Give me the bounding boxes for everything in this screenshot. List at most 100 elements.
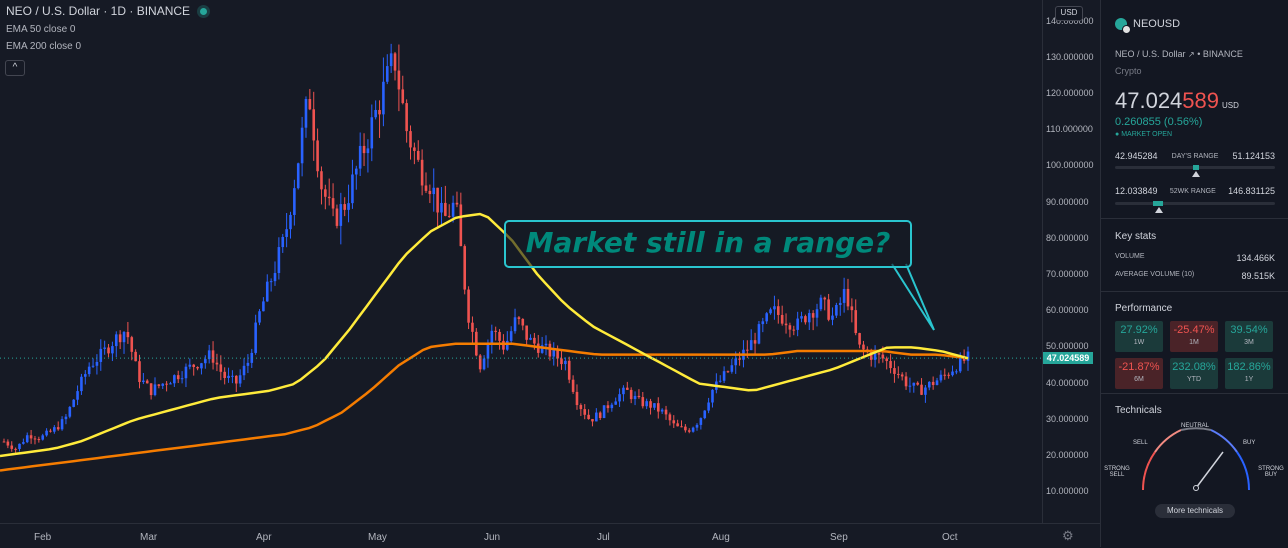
performance-cell-3m[interactable]: 39.54% 3M bbox=[1225, 321, 1273, 352]
performance-cell-1w[interactable]: 27.92% 1W bbox=[1115, 321, 1163, 352]
chart-legend: NEO / U.S. Dollar · 1D · BINANCE EMA 50 … bbox=[6, 4, 208, 52]
candle-body bbox=[955, 371, 958, 373]
candle-body bbox=[428, 190, 432, 195]
price-chart[interactable] bbox=[0, 0, 1042, 523]
candle-body bbox=[525, 325, 528, 340]
candle-body bbox=[463, 246, 467, 290]
candle-body bbox=[18, 443, 21, 449]
price-scale[interactable]: 140.000000130.000000120.000000110.000000… bbox=[1042, 0, 1101, 523]
collapse-legend-button[interactable]: ^ bbox=[5, 60, 25, 76]
candle-body bbox=[498, 331, 501, 341]
candle-body bbox=[343, 204, 346, 210]
candle-body bbox=[103, 347, 106, 349]
candle-body bbox=[897, 373, 900, 375]
candle-body bbox=[118, 334, 122, 343]
performance-cell-1m[interactable]: -25.47% 1M bbox=[1170, 321, 1218, 352]
candle-body bbox=[792, 329, 796, 331]
external-link-icon[interactable]: ↗ bbox=[1188, 50, 1195, 59]
performance-cell-6m[interactable]: -21.87% 6M bbox=[1115, 358, 1163, 389]
candle-body bbox=[265, 281, 269, 302]
last-price-label: 47.024589 bbox=[1043, 352, 1093, 364]
candle-body bbox=[765, 313, 768, 322]
time-tick: Jun bbox=[484, 532, 501, 543]
ema50-line bbox=[0, 212, 969, 458]
candle-body bbox=[757, 324, 761, 344]
annotation-callout[interactable]: Market still in a range? bbox=[504, 220, 912, 268]
candle-body bbox=[691, 427, 695, 432]
candle-body bbox=[262, 301, 265, 312]
candle-body bbox=[850, 306, 854, 311]
candle-body bbox=[687, 430, 691, 432]
performance-cell-ytd[interactable]: 232.08% YTD bbox=[1170, 358, 1218, 389]
candle-body bbox=[893, 368, 896, 374]
settings-gear-icon[interactable]: ⚙ bbox=[1062, 528, 1074, 543]
candle-body bbox=[169, 383, 172, 385]
candle-body bbox=[889, 361, 892, 369]
candle-body bbox=[951, 371, 954, 376]
candle-body bbox=[10, 445, 14, 449]
candle-body bbox=[130, 337, 134, 352]
legend-ema50[interactable]: EMA 50 close 0 bbox=[6, 24, 76, 35]
gauge-strong-sell-label: STRONG SELL bbox=[1104, 466, 1130, 478]
currency-button[interactable]: USD bbox=[1055, 6, 1083, 21]
candle-body bbox=[366, 148, 370, 154]
technicals-gauge[interactable] bbox=[1115, 420, 1275, 500]
performance-period: YTD bbox=[1187, 376, 1201, 383]
candle-body bbox=[695, 424, 699, 428]
candle-body bbox=[958, 356, 962, 372]
candle-body bbox=[25, 435, 29, 443]
candle-body bbox=[707, 402, 710, 411]
candle-body bbox=[196, 367, 199, 369]
price-tick: 60.000000 bbox=[1046, 305, 1089, 316]
gauge-sell-label: SELL bbox=[1133, 440, 1148, 446]
candle-body bbox=[606, 405, 610, 409]
candle-body bbox=[72, 399, 75, 407]
candle-body bbox=[835, 305, 838, 316]
candle-body bbox=[29, 435, 33, 439]
candle-body bbox=[269, 281, 273, 283]
performance-value: 182.86% bbox=[1227, 361, 1271, 373]
candle-body bbox=[610, 404, 614, 409]
candle-body bbox=[176, 375, 180, 380]
day-range-marker-icon bbox=[1192, 171, 1200, 177]
candle-body bbox=[451, 202, 455, 217]
performance-period: 6M bbox=[1134, 376, 1144, 383]
candle-body bbox=[935, 380, 939, 386]
time-axis[interactable]: ⚙ Feb Mar Apr May Jun Jul Aug Sep Oct bbox=[0, 523, 1100, 548]
symbol-header[interactable]: NEOUSD bbox=[1115, 18, 1180, 34]
52wk-range-bar bbox=[1115, 201, 1275, 213]
volume-row: VOLUME 134.466K bbox=[1115, 253, 1275, 263]
candle-body bbox=[107, 347, 110, 354]
candle-body bbox=[420, 159, 424, 186]
candle-body bbox=[204, 359, 207, 364]
candle-body bbox=[320, 171, 323, 190]
performance-cell-1y[interactable]: 182.86% 1Y bbox=[1225, 358, 1273, 389]
chart-pane[interactable]: NEO / U.S. Dollar · 1D · BINANCE EMA 50 … bbox=[0, 0, 1042, 523]
candle-body bbox=[413, 147, 416, 151]
candle-body bbox=[904, 376, 908, 387]
candle-body bbox=[87, 366, 91, 375]
candle-body bbox=[900, 374, 904, 377]
market-status-dot-icon bbox=[200, 7, 208, 15]
performance-value: 39.54% bbox=[1230, 324, 1268, 336]
candle-body bbox=[788, 325, 792, 330]
legend-ema200[interactable]: EMA 200 close 0 bbox=[6, 41, 82, 52]
candle-body bbox=[656, 403, 660, 412]
performance-value: 232.08% bbox=[1172, 361, 1216, 373]
candle-body bbox=[807, 313, 811, 323]
candle-body bbox=[703, 410, 707, 419]
performance-value: 27.92% bbox=[1120, 324, 1158, 336]
candle-body bbox=[738, 358, 741, 360]
candle-body bbox=[718, 380, 722, 382]
symbol-fullname[interactable]: NEO / U.S. Dollar ↗ • BINANCE bbox=[1115, 49, 1243, 59]
more-technicals-button[interactable]: More technicals bbox=[1155, 504, 1235, 518]
avg-volume-row: AVERAGE VOLUME (10) 89.515K bbox=[1115, 271, 1275, 281]
candle-body bbox=[509, 331, 513, 341]
candle-body bbox=[552, 349, 556, 357]
candle-body bbox=[436, 187, 439, 213]
candle-body bbox=[64, 416, 68, 420]
symbol-details-panel: NEOUSD NEO / U.S. Dollar ↗ • BINANCE Cry… bbox=[1100, 0, 1288, 547]
candle-body bbox=[734, 358, 738, 366]
candle-body bbox=[351, 174, 354, 204]
candle-body bbox=[324, 189, 327, 197]
